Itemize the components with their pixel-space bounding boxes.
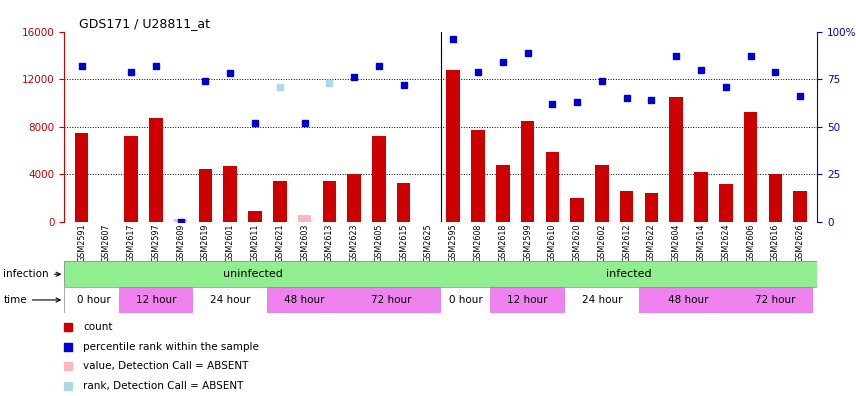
Bar bbox=[348, 174, 361, 222]
Text: 24 hour: 24 hour bbox=[210, 295, 251, 305]
Text: GSM2612: GSM2612 bbox=[622, 224, 631, 262]
Bar bbox=[273, 181, 287, 222]
Text: count: count bbox=[83, 322, 112, 332]
Bar bbox=[545, 152, 559, 222]
Text: 12 hour: 12 hour bbox=[508, 295, 548, 305]
Text: time: time bbox=[3, 295, 60, 305]
Bar bbox=[744, 112, 758, 222]
Text: GSM2608: GSM2608 bbox=[473, 224, 483, 262]
Text: GSM2620: GSM2620 bbox=[573, 224, 581, 262]
Text: 72 hour: 72 hour bbox=[371, 295, 412, 305]
Text: 0 hour: 0 hour bbox=[77, 295, 110, 305]
Text: GSM2595: GSM2595 bbox=[449, 224, 458, 263]
Bar bbox=[342, 287, 441, 313]
Bar bbox=[565, 287, 639, 313]
Text: 48 hour: 48 hour bbox=[284, 295, 324, 305]
Bar bbox=[520, 121, 534, 222]
Text: GSM2610: GSM2610 bbox=[548, 224, 557, 262]
Bar bbox=[199, 169, 212, 222]
Text: GSM2614: GSM2614 bbox=[697, 224, 705, 262]
Text: GSM2602: GSM2602 bbox=[597, 224, 606, 262]
Bar bbox=[620, 191, 633, 222]
Text: GSM2613: GSM2613 bbox=[324, 224, 334, 262]
Bar bbox=[769, 174, 782, 222]
Text: percentile rank within the sample: percentile rank within the sample bbox=[83, 341, 259, 352]
Text: GSM2621: GSM2621 bbox=[276, 224, 284, 262]
Bar bbox=[124, 136, 138, 222]
Text: 72 hour: 72 hour bbox=[755, 295, 795, 305]
Bar bbox=[794, 191, 807, 222]
Text: GDS171 / U28811_at: GDS171 / U28811_at bbox=[80, 17, 211, 30]
Text: uninfected: uninfected bbox=[223, 269, 282, 279]
Bar bbox=[397, 183, 411, 222]
Bar bbox=[570, 198, 584, 222]
Bar bbox=[298, 215, 312, 222]
Bar bbox=[639, 287, 738, 313]
Text: GSM2624: GSM2624 bbox=[722, 224, 730, 262]
Text: GSM2603: GSM2603 bbox=[300, 224, 309, 262]
Bar bbox=[149, 118, 163, 222]
Text: GSM2611: GSM2611 bbox=[251, 224, 259, 262]
Text: GSM2625: GSM2625 bbox=[424, 224, 433, 263]
Text: GSM2616: GSM2616 bbox=[771, 224, 780, 262]
Bar bbox=[738, 287, 812, 313]
Text: value, Detection Call = ABSENT: value, Detection Call = ABSENT bbox=[83, 361, 248, 371]
Text: 24 hour: 24 hour bbox=[582, 295, 622, 305]
Text: GSM2604: GSM2604 bbox=[672, 224, 681, 262]
Bar bbox=[447, 70, 460, 222]
Bar bbox=[669, 97, 683, 222]
Text: GSM2591: GSM2591 bbox=[77, 224, 86, 263]
Bar bbox=[174, 219, 187, 222]
Text: GSM2601: GSM2601 bbox=[226, 224, 235, 262]
Text: GSM2597: GSM2597 bbox=[152, 224, 160, 263]
Text: GSM2615: GSM2615 bbox=[399, 224, 408, 262]
Text: GSM2609: GSM2609 bbox=[176, 224, 185, 262]
Bar bbox=[694, 172, 708, 222]
Bar bbox=[595, 165, 609, 222]
Text: GSM2619: GSM2619 bbox=[201, 224, 210, 262]
Bar bbox=[193, 287, 267, 313]
Text: GSM2617: GSM2617 bbox=[127, 224, 135, 262]
Bar bbox=[441, 261, 817, 287]
Bar bbox=[490, 287, 565, 313]
Text: GSM2626: GSM2626 bbox=[795, 224, 805, 262]
Text: GSM2607: GSM2607 bbox=[102, 224, 110, 262]
Text: 48 hour: 48 hour bbox=[669, 295, 709, 305]
Text: GSM2606: GSM2606 bbox=[746, 224, 755, 262]
Bar bbox=[372, 136, 386, 222]
Bar bbox=[471, 130, 484, 222]
Text: GSM2622: GSM2622 bbox=[647, 224, 656, 263]
Text: GSM2605: GSM2605 bbox=[374, 224, 383, 262]
Bar bbox=[69, 287, 119, 313]
Text: GSM2623: GSM2623 bbox=[349, 224, 359, 262]
Text: GSM2618: GSM2618 bbox=[498, 224, 508, 262]
Bar bbox=[248, 211, 262, 222]
Bar bbox=[323, 181, 336, 222]
Bar bbox=[267, 287, 342, 313]
Bar bbox=[119, 287, 193, 313]
Bar bbox=[496, 165, 509, 222]
Bar bbox=[719, 184, 733, 222]
Bar bbox=[645, 193, 658, 222]
Bar bbox=[64, 261, 441, 287]
Text: rank, Detection Call = ABSENT: rank, Detection Call = ABSENT bbox=[83, 381, 243, 391]
Text: GSM2599: GSM2599 bbox=[523, 224, 532, 263]
Text: infection: infection bbox=[3, 269, 60, 279]
Text: 0 hour: 0 hour bbox=[449, 295, 483, 305]
Text: infected: infected bbox=[606, 269, 652, 279]
Bar bbox=[441, 287, 490, 313]
Bar bbox=[74, 133, 88, 222]
Bar bbox=[223, 166, 237, 222]
Text: 12 hour: 12 hour bbox=[135, 295, 176, 305]
